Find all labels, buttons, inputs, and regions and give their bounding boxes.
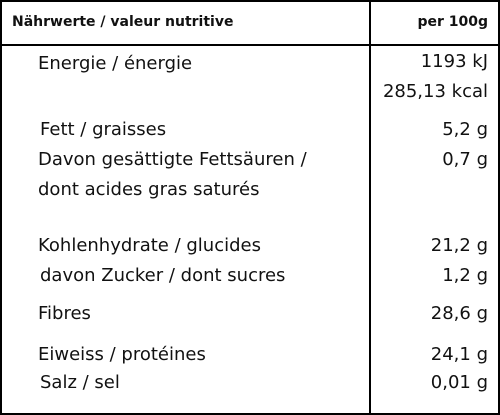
row-value: 285,13 kcal <box>382 81 488 102</box>
row-label: davon Zucker / dont sucres <box>40 265 286 286</box>
row-value: 21,2 g <box>430 235 488 256</box>
row-value: 5,2 g <box>442 119 488 140</box>
row-value: 24,1 g <box>430 344 488 365</box>
row-label: Fibres <box>38 303 91 324</box>
row-label: Eiweiss / protéines <box>38 344 206 365</box>
row-value: 28,6 g <box>430 303 488 324</box>
row-value: 0,7 g <box>442 149 488 170</box>
header-divider <box>2 44 498 46</box>
row-label: Energie / énergie <box>38 53 193 74</box>
row-label: dont acides gras saturés <box>38 179 260 200</box>
row-value: 1,2 g <box>442 265 488 286</box>
row-label: Salz / sel <box>40 372 120 393</box>
row-label: Kohlenhydrate / glucides <box>38 235 261 256</box>
header-unit: per 100g <box>417 14 488 30</box>
row-label: Fett / graisses <box>40 119 167 140</box>
row-label: Davon gesättigte Fettsäuren / <box>38 149 307 170</box>
row-value: 0,01 g <box>430 372 488 393</box>
column-divider <box>369 2 371 413</box>
header-label: Nährwerte / valeur nutritive <box>12 14 234 30</box>
row-value: 1193 kJ <box>420 51 488 72</box>
